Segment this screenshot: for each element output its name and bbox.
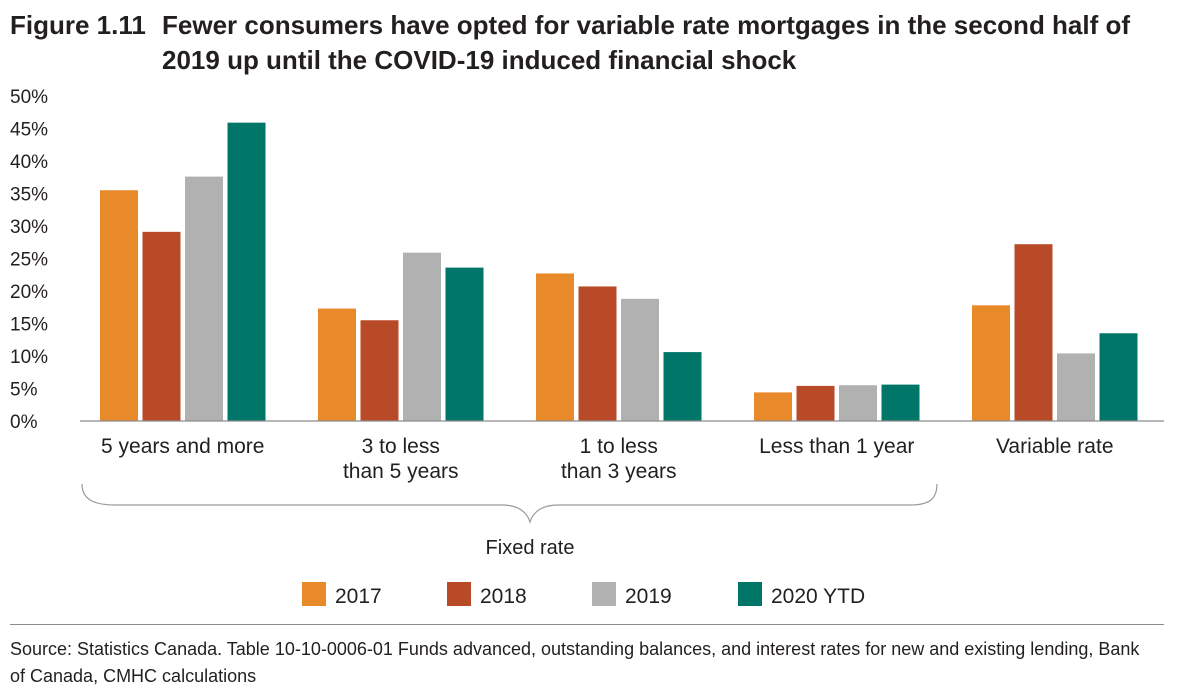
- bar: [360, 320, 399, 421]
- legend-swatch: [592, 582, 616, 606]
- y-tick-label: 15%: [10, 315, 48, 336]
- x-category-label: than 3 years: [561, 460, 677, 483]
- source-divider: [10, 624, 1164, 625]
- legend: 2017 2018 2019 2020 YTD: [302, 582, 865, 608]
- bar: [318, 308, 356, 421]
- y-tick-label: 0%: [10, 412, 38, 433]
- bar: [1014, 244, 1053, 421]
- y-tick-label: 35%: [10, 185, 48, 206]
- bar: [839, 385, 877, 421]
- legend-label: 2018: [480, 585, 527, 608]
- bar: [1057, 353, 1095, 421]
- x-category-label: Variable rate: [996, 435, 1114, 458]
- figure-label: Figure 1.11: [10, 10, 146, 40]
- bar: [227, 122, 266, 422]
- bar: [754, 392, 792, 421]
- bar: [403, 252, 441, 421]
- bars: [100, 122, 1138, 422]
- y-axis-ticks: 0% 5% 10% 15% 20% 25% 30% 35% 40% 45% 50%: [10, 87, 48, 433]
- x-category-label: 5 years and more: [101, 435, 264, 458]
- x-category-label: Less than 1 year: [759, 435, 914, 458]
- legend-swatch: [738, 582, 762, 606]
- y-tick-label: 40%: [10, 152, 48, 173]
- bar: [100, 190, 138, 421]
- y-tick-label: 45%: [10, 120, 48, 141]
- bar: [185, 176, 223, 421]
- bar: [663, 352, 702, 421]
- legend-swatch: [302, 582, 326, 606]
- x-category-label: 1 to less: [580, 435, 658, 458]
- y-tick-label: 20%: [10, 282, 48, 303]
- fixed-rate-label: Fixed rate: [486, 537, 575, 559]
- bar: [578, 286, 617, 421]
- x-category-label: 3 to less: [362, 435, 440, 458]
- bar: [796, 385, 835, 421]
- bar: [972, 305, 1010, 421]
- chart-title: Figure 1.11 Fewer consumers have opted fo…: [10, 8, 1195, 78]
- fixed-rate-brace: [81, 483, 938, 525]
- legend-label: 2020 YTD: [771, 585, 865, 608]
- y-tick-label: 30%: [10, 217, 48, 238]
- legend-label: 2017: [335, 585, 382, 608]
- bar: [445, 267, 484, 421]
- y-tick-label: 10%: [10, 347, 48, 368]
- y-tick-label: 25%: [10, 250, 48, 271]
- y-tick-label: 50%: [10, 87, 48, 108]
- y-tick-label: 5%: [10, 380, 38, 401]
- legend-label: 2019: [625, 585, 672, 608]
- legend-swatch: [447, 582, 471, 606]
- bar: [142, 231, 181, 421]
- bar-chart: 0% 5% 10% 15% 20% 25% 30% 35% 40% 45% 50% 5 years …: [10, 87, 1164, 608]
- figure-title: Fewer consumers have opted for variable …: [162, 10, 1131, 75]
- source-note: Source: Statistics Canada. Table 10-10-0…: [10, 639, 1140, 686]
- bar: [1099, 333, 1138, 421]
- bar: [621, 298, 659, 421]
- bar: [536, 273, 574, 421]
- bar: [881, 384, 920, 421]
- x-category-label: than 5 years: [343, 460, 459, 483]
